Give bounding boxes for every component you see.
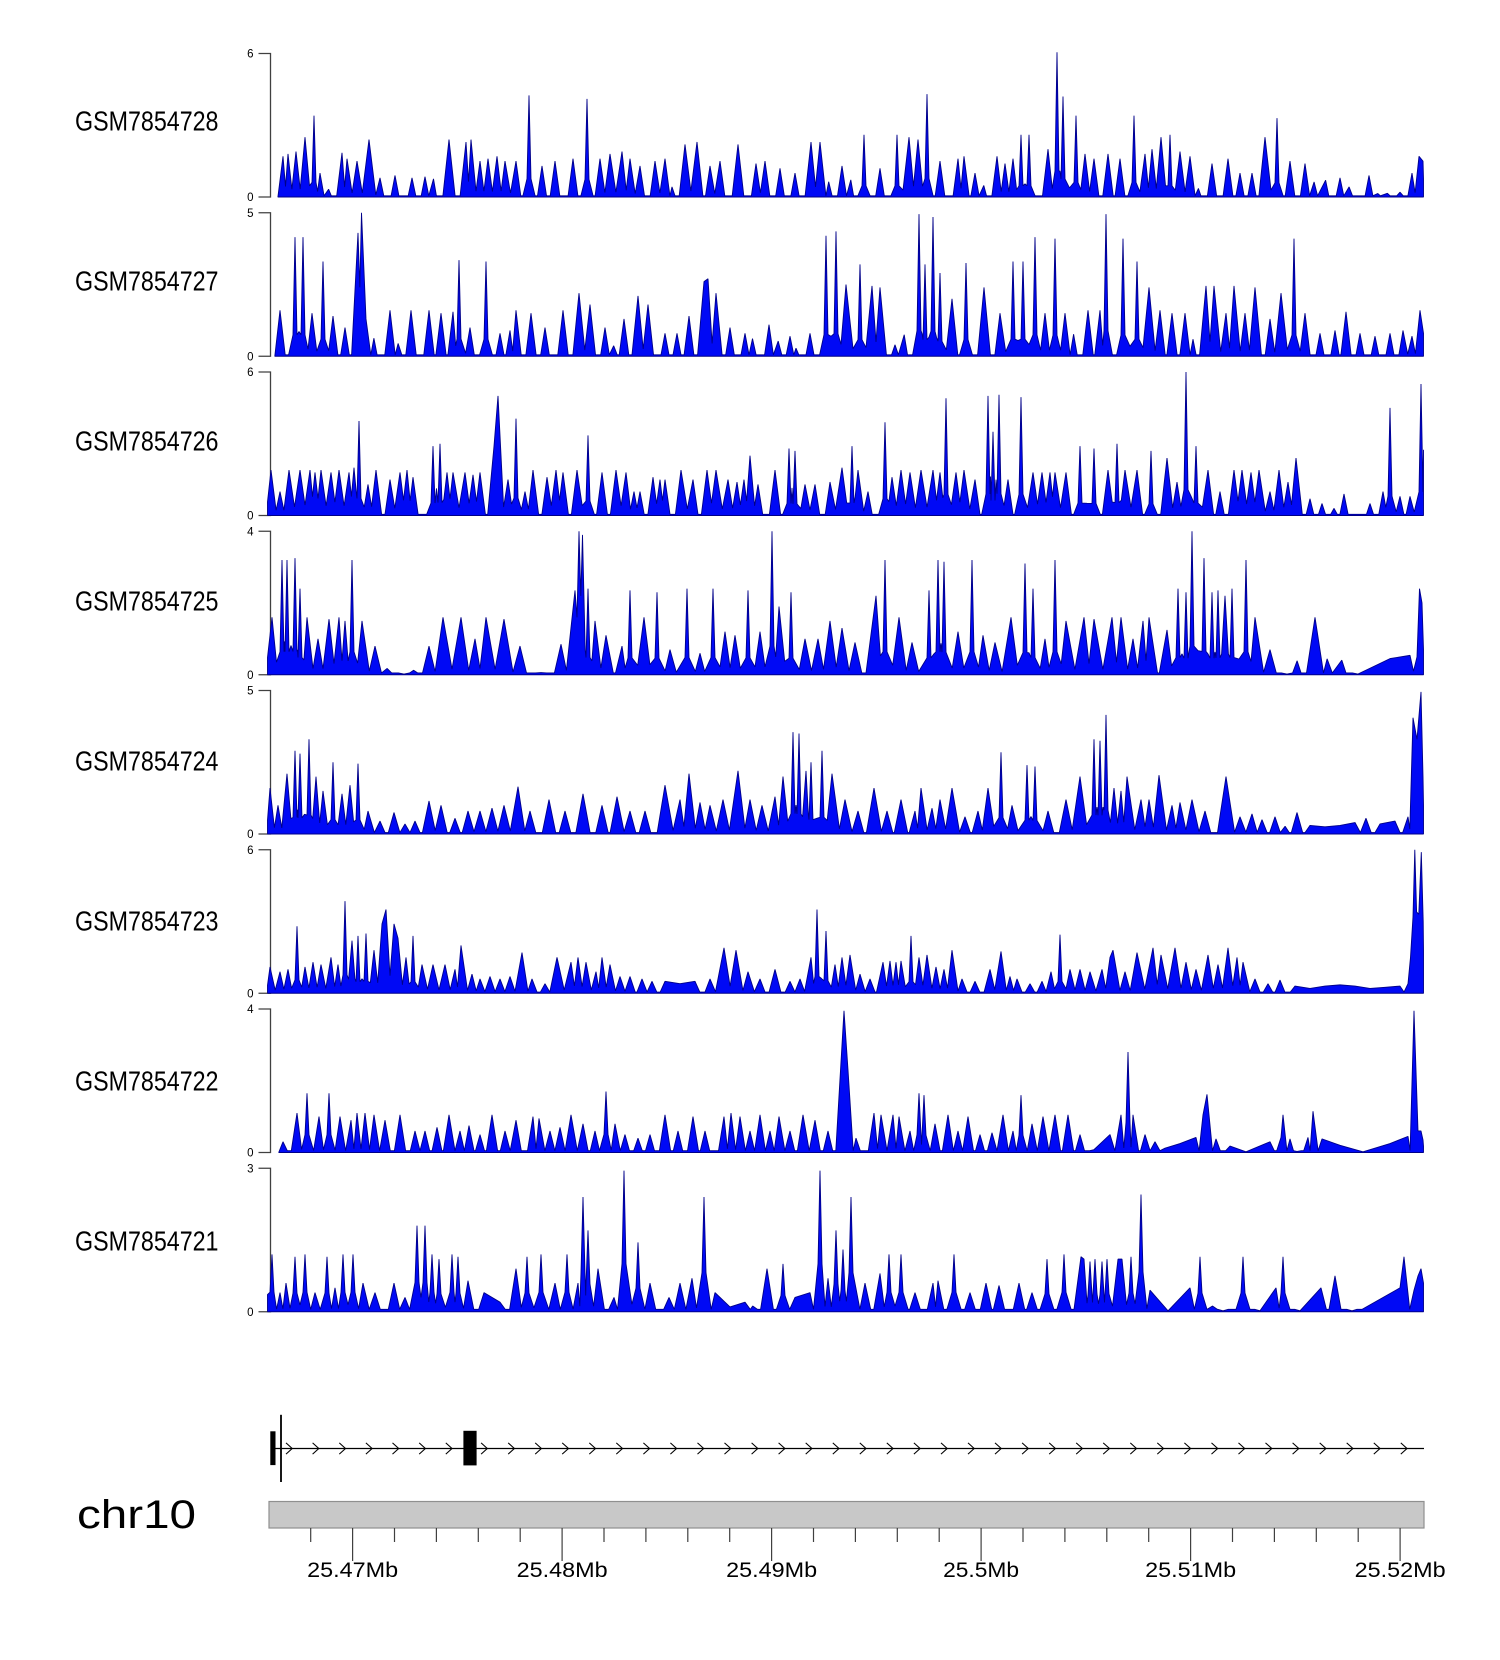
svg-text:0: 0 <box>247 511 253 523</box>
svg-text:6: 6 <box>247 367 253 379</box>
svg-text:GSM7854722: GSM7854722 <box>75 1066 219 1097</box>
svg-text:5: 5 <box>247 208 253 220</box>
svg-text:0: 0 <box>247 192 253 204</box>
svg-text:25.47Mb: 25.47Mb <box>307 1558 398 1582</box>
svg-text:GSM7854728: GSM7854728 <box>75 106 219 137</box>
svg-text:5: 5 <box>247 686 253 698</box>
svg-text:25.51Mb: 25.51Mb <box>1145 1558 1236 1582</box>
svg-text:25.52Mb: 25.52Mb <box>1355 1558 1446 1582</box>
svg-text:4: 4 <box>247 526 254 538</box>
svg-text:0: 0 <box>247 1148 253 1160</box>
svg-text:3: 3 <box>247 1163 253 1175</box>
svg-text:GSM7854725: GSM7854725 <box>75 586 219 617</box>
svg-text:0: 0 <box>247 988 253 1000</box>
svg-text:GSM7854721: GSM7854721 <box>75 1226 219 1257</box>
svg-text:0: 0 <box>247 351 253 363</box>
svg-text:GSM7854723: GSM7854723 <box>75 906 219 937</box>
svg-text:0: 0 <box>247 670 253 682</box>
svg-text:chr10: chr10 <box>77 1493 196 1537</box>
svg-text:6: 6 <box>247 49 253 61</box>
svg-text:6: 6 <box>247 845 253 857</box>
svg-text:25.48Mb: 25.48Mb <box>517 1558 608 1582</box>
svg-text:25.5Mb: 25.5Mb <box>943 1558 1019 1582</box>
svg-text:25.49Mb: 25.49Mb <box>726 1558 817 1582</box>
svg-text:GSM7854724: GSM7854724 <box>75 746 219 777</box>
svg-text:0: 0 <box>247 1307 253 1319</box>
svg-text:0: 0 <box>247 829 253 841</box>
svg-text:GSM7854727: GSM7854727 <box>75 266 219 297</box>
svg-text:4: 4 <box>247 1004 254 1016</box>
svg-text:GSM7854726: GSM7854726 <box>75 426 219 457</box>
